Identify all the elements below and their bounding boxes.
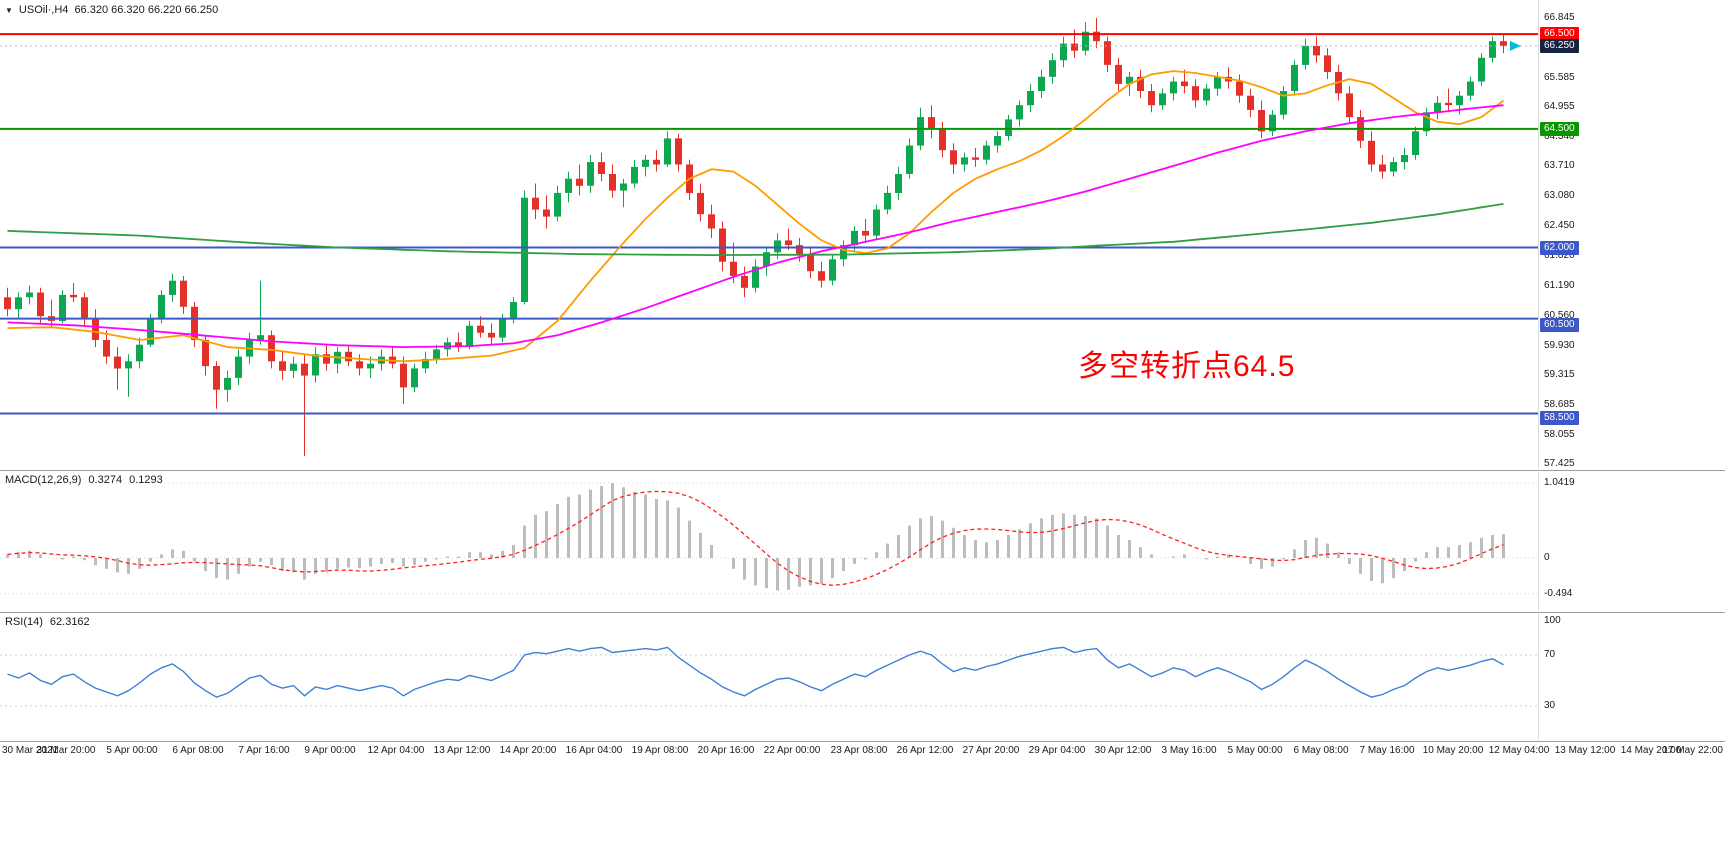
time-axis-label: 14 May 20:00	[1620, 745, 1682, 756]
price-axis-label: 59.315	[1544, 368, 1575, 380]
price-axis-label: 57.425	[1544, 458, 1575, 470]
price-level-badge: 58.500	[1540, 410, 1579, 425]
price-axis-label: 61.820	[1544, 250, 1575, 261]
time-axis-label: 31 Mar 20:00	[36, 745, 96, 756]
current-price-arrow-icon	[1510, 40, 1521, 51]
time-axis-label: 9 Apr 00:00	[304, 745, 356, 756]
time-axis-label: 22 Apr 00:00	[763, 745, 821, 756]
rsi-indicator-label: RSI(14) 62.3162	[5, 616, 90, 628]
time-axis-label: 7 Apr 16:00	[238, 745, 290, 756]
time-axis-label: 17 May 22:00	[1662, 745, 1723, 756]
rsi-axis-label: 100	[1544, 615, 1561, 626]
price-axis-label: 58.055	[1544, 428, 1575, 440]
time-axis-label: 6 May 08:00	[1293, 745, 1349, 756]
time-axis-label: 13 Apr 12:00	[433, 745, 491, 756]
price-level-badge: 66.250	[1540, 38, 1579, 53]
price-axis-label: 59.930	[1544, 339, 1575, 351]
price-axis-label: 63.710	[1544, 160, 1575, 172]
price-axis-label: 63.080	[1544, 190, 1575, 202]
time-axis-label: 30 Mar 2021	[2, 745, 59, 756]
time-axis-label: 14 Apr 20:00	[499, 745, 557, 756]
time-axis-label: 27 Apr 20:00	[962, 745, 1020, 756]
time-axis-label: 10 May 20:00	[1422, 745, 1484, 756]
rsi-axis-label: 70	[1544, 649, 1556, 660]
annotation-text: 多空转折点64.5	[1078, 350, 1296, 383]
macd-axis-label: 1.0419	[1544, 477, 1575, 488]
time-axis-label: 12 Apr 04:00	[367, 745, 425, 756]
time-axis-label: 5 Apr 00:00	[106, 745, 158, 756]
time-axis-label: 16 Apr 04:00	[565, 745, 623, 756]
macd-axis-label: 0	[1544, 552, 1550, 563]
time-axis-label: 26 Apr 12:00	[896, 745, 954, 756]
time-axis-label: 5 May 00:00	[1227, 745, 1283, 756]
macd-title: MACD(12,26,9)	[5, 474, 82, 486]
candlesticks	[4, 17, 1507, 457]
ma-mid-line	[7, 104, 1504, 349]
price-axis-label: 65.585	[1544, 71, 1575, 83]
price-axis-label: 64.955	[1544, 101, 1575, 113]
rsi-axis-label: 30	[1544, 700, 1556, 711]
macd-indicator-label: MACD(12,26,9) 0.3274 0.1293	[5, 474, 163, 486]
time-axis-label: 13 May 12:00	[1554, 745, 1616, 756]
ohlc-quote: 66.320 66.320 66.220 66.250	[74, 4, 219, 16]
price-axis-label: 62.450	[1544, 220, 1575, 232]
time-axis-label: 3 May 16:00	[1161, 745, 1217, 756]
macd-value-main: 0.3274	[88, 474, 123, 486]
collapse-arrow-icon[interactable]: ▼	[5, 5, 13, 15]
price-axis-label: 64.340	[1544, 130, 1575, 142]
time-axis-label: 12 May 04:00	[1488, 745, 1550, 756]
price-axis-label: 60.560	[1544, 309, 1575, 321]
price-axis-label: 61.190	[1544, 279, 1575, 291]
time-axis-label: 29 Apr 04:00	[1028, 745, 1086, 756]
time-axis-label: 7 May 16:00	[1359, 745, 1415, 756]
price-level-badge: 66.500	[1540, 27, 1579, 42]
price-level-badge: 64.500	[1540, 121, 1579, 136]
time-axis-label: 30 Apr 12:00	[1094, 745, 1152, 756]
macd-axis-label: -0.494	[1544, 587, 1573, 599]
price-axis-label: 58.685	[1544, 398, 1575, 410]
macd-value-signal: 0.1293	[129, 474, 163, 486]
ma-slow-line	[7, 203, 1504, 257]
time-axis-label: 6 Apr 08:00	[172, 745, 224, 756]
rsi-value: 62.3162	[49, 616, 90, 628]
price-axis-label: 66.845	[1544, 11, 1575, 23]
symbol-label: USOil·,H4	[18, 4, 69, 16]
time-axis-label: 23 Apr 08:00	[830, 745, 888, 756]
price-level-badge: 62.000	[1540, 240, 1579, 255]
macd-histogram	[6, 483, 1505, 591]
ma-fast-line	[7, 70, 1505, 363]
rsi-title: RSI(14)	[5, 616, 43, 628]
rsi-line	[7, 646, 1504, 698]
symbol-header: ▼ USOil·,H4 66.320 66.320 66.220 66.250	[5, 4, 218, 16]
price-level-badge: 60.500	[1540, 317, 1579, 332]
time-axis-label: 20 Apr 16:00	[697, 745, 755, 756]
time-axis-label: 19 Apr 08:00	[631, 745, 689, 756]
